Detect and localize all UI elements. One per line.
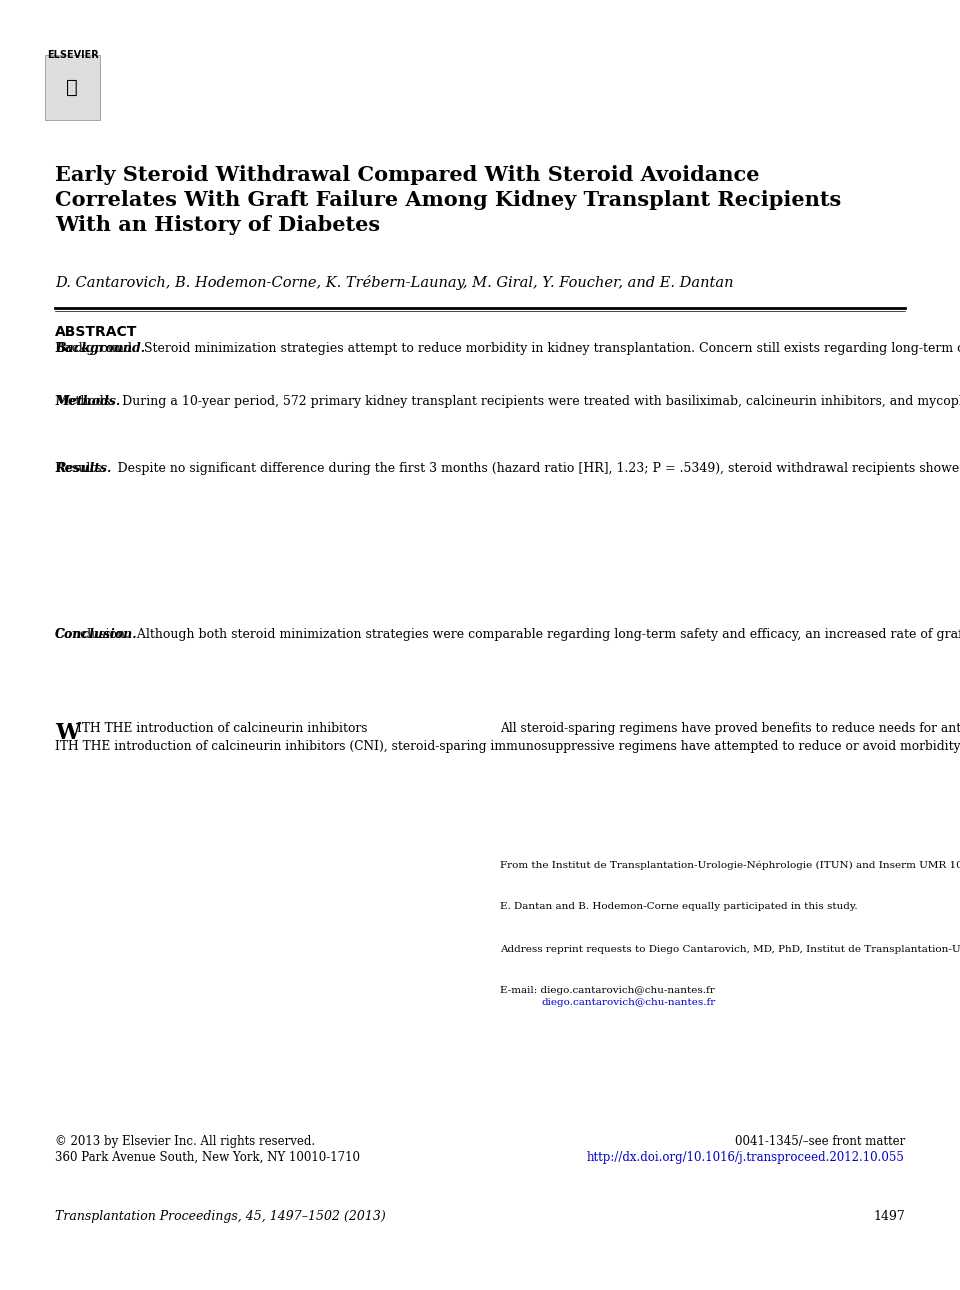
Text: W: W [55, 722, 80, 744]
Text: Early Steroid Withdrawal Compared With Steroid Avoidance
Correlates With Graft F: Early Steroid Withdrawal Compared With S… [55, 165, 841, 235]
Text: E. Dantan and B. Hodemon-Corne equally participated in this study.: E. Dantan and B. Hodemon-Corne equally p… [500, 902, 857, 911]
Text: From the Institut de Transplantation-Urologie-Néphrologie (ITUN) and Inserm UMR : From the Institut de Transplantation-Uro… [500, 860, 960, 869]
Text: ELSEVIER: ELSEVIER [47, 50, 99, 61]
Text: Background.  Steroid minimization strategies attempt to reduce morbidity in kidn: Background. Steroid minimization strateg… [55, 342, 960, 355]
Text: All steroid-sparing regimens have proved benefits to reduce needs for antihypert: All steroid-sparing regimens have proved… [500, 722, 960, 735]
Text: Methods.: Methods. [55, 395, 120, 408]
FancyBboxPatch shape [45, 55, 100, 120]
Text: Results.: Results. [55, 462, 111, 475]
Text: diego.cantarovich@chu-nantes.fr: diego.cantarovich@chu-nantes.fr [542, 998, 716, 1007]
Text: E-mail: diego.cantarovich@chu-nantes.fr: E-mail: diego.cantarovich@chu-nantes.fr [500, 986, 715, 995]
Text: 0041-1345/–see front matter: 0041-1345/–see front matter [734, 1135, 905, 1148]
Text: ITH THE introduction of calcineurin inhibitors: ITH THE introduction of calcineurin inhi… [77, 722, 368, 735]
Text: © 2013 by Elsevier Inc. All rights reserved.
360 Park Avenue South, New York, NY: © 2013 by Elsevier Inc. All rights reser… [55, 1135, 360, 1164]
Text: ITH THE introduction of calcineurin inhibitors (CNI), steroid-sparing immunosupp: ITH THE introduction of calcineurin inhi… [55, 740, 960, 753]
Text: D. Cantarovich, B. Hodemon-Corne, K. Trébern-Launay, M. Giral, Y. Foucher, and E: D. Cantarovich, B. Hodemon-Corne, K. Tré… [55, 275, 733, 290]
Text: http://dx.doi.org/10.1016/j.transproceed.2012.10.055: http://dx.doi.org/10.1016/j.transproceed… [588, 1151, 905, 1164]
Text: Transplantation Proceedings, 45, 1497–1502 (2013): Transplantation Proceedings, 45, 1497–15… [55, 1210, 386, 1223]
Text: Conclusion.: Conclusion. [55, 628, 137, 641]
Text: Background.: Background. [55, 342, 145, 355]
Text: Conclusion.  Although both steroid minimization strategies were comparable regar: Conclusion. Although both steroid minimi… [55, 628, 960, 641]
Text: Address reprint requests to Diego Cantarovich, MD, PhD, Institut de Transplantat: Address reprint requests to Diego Cantar… [500, 944, 960, 953]
Text: Methods.  During a 10-year period, 572 primary kidney transplant recipients were: Methods. During a 10-year period, 572 pr… [55, 395, 960, 408]
Text: 🌳: 🌳 [66, 77, 78, 97]
Text: 1497: 1497 [874, 1210, 905, 1223]
Text: Results.   Despite no significant difference during the first 3 months (hazard r: Results. Despite no significant differen… [55, 462, 960, 475]
Text: ABSTRACT: ABSTRACT [55, 325, 137, 339]
